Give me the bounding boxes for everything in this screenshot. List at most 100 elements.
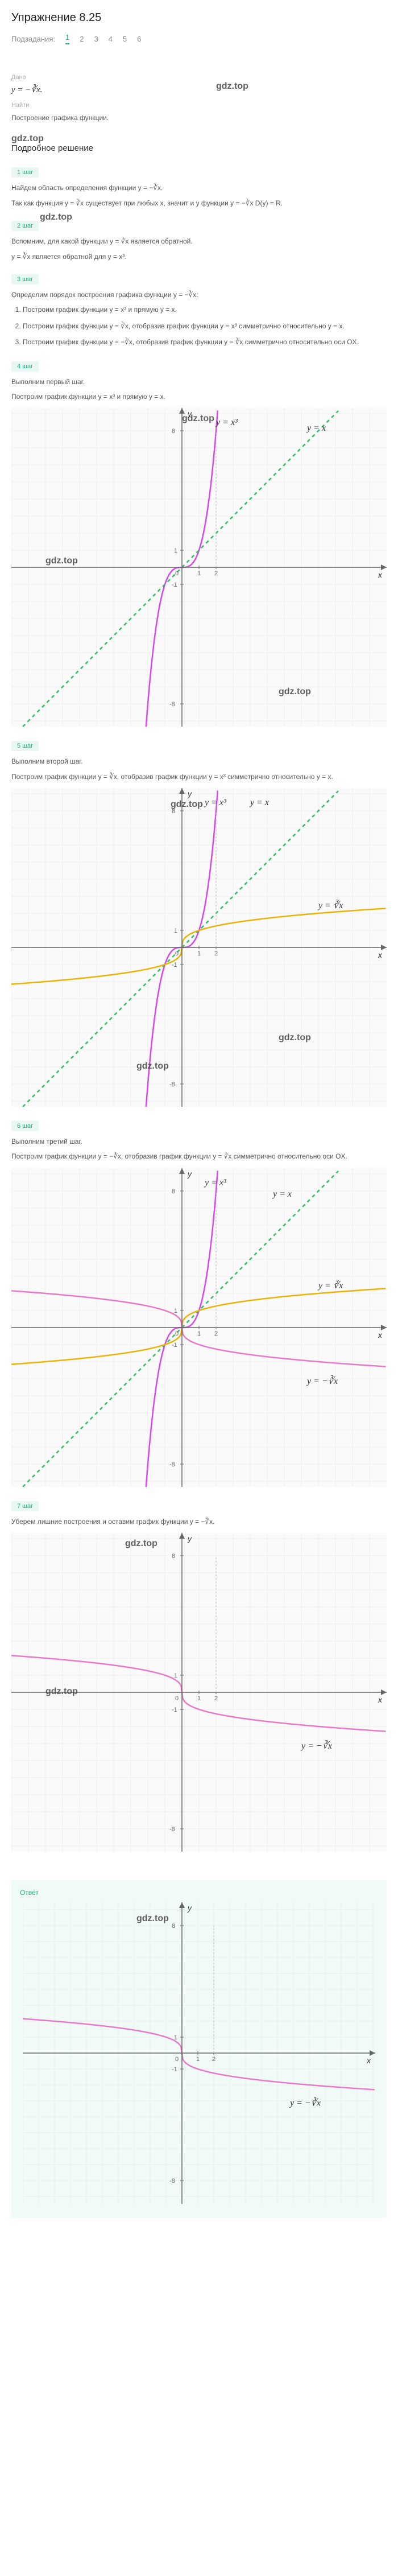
svg-text:y = −∛x: y = −∛x [300,1740,332,1751]
svg-text:y: y [187,1903,192,1913]
svg-text:8: 8 [172,808,175,815]
svg-text:8: 8 [172,1188,175,1195]
step-text: Определим порядок построения графика фун… [11,289,387,300]
svg-text:y = ∛x: y = ∛x [317,1280,343,1291]
subtask-5[interactable]: 5 [123,35,127,43]
svg-text:1: 1 [174,1308,177,1314]
watermark: gdz.top [216,81,248,92]
svg-text:-8: -8 [169,701,175,708]
svg-text:0: 0 [175,1695,179,1702]
svg-text:1: 1 [197,1695,201,1702]
step-badge-1: 1 шаг [11,167,39,178]
svg-text:1: 1 [174,1672,177,1679]
svg-text:-1: -1 [172,1342,177,1349]
chart-answer: yx01218-1-8y = −∛x gdz.top [23,1902,375,2204]
svg-text:-1: -1 [172,1707,177,1713]
step-badge-6: 6 шаг [11,1121,39,1131]
chart-2: yx01218-1-8y = x³y = xy = ∛x gdz.top gdz… [11,788,387,1107]
step-text: Уберем лишние построения и оставим графи… [11,1516,387,1527]
subtask-4[interactable]: 4 [109,35,113,43]
svg-text:-8: -8 [169,2178,175,2185]
svg-text:y: y [187,1534,192,1543]
svg-text:2: 2 [214,1695,218,1702]
svg-text:x: x [378,570,383,579]
subtasks-label: Подзадания: [11,35,55,43]
exercise-title: Упражнение 8.25 [11,11,387,24]
step-text: Найдем область определения функции y = −… [11,182,387,193]
step-text: y = ∛x является обратной для y = x³. [11,251,387,262]
step-text: Построим график функции y = −∛x, отобраз… [11,1151,387,1162]
subtasks-nav: Подзадания: 1 2 3 4 5 6 [11,33,387,44]
svg-text:y = ∛x: y = ∛x [317,900,343,910]
svg-text:0: 0 [175,570,179,577]
step-badge-4: 4 шаг [11,361,39,372]
svg-text:1: 1 [174,547,177,554]
svg-text:0: 0 [175,1330,179,1337]
subtask-1[interactable]: 1 [65,33,69,44]
svg-text:y = x: y = x [272,1189,292,1199]
svg-text:y = x³: y = x³ [204,798,226,807]
svg-text:0: 0 [175,950,179,957]
svg-text:y = −∛x: y = −∛x [306,1375,338,1386]
svg-text:2: 2 [214,1330,218,1337]
svg-text:-8: -8 [169,1081,175,1088]
svg-text:y: y [187,1169,192,1178]
svg-text:0: 0 [175,2056,179,2063]
svg-text:1: 1 [197,570,201,577]
svg-text:2: 2 [212,2056,215,2063]
svg-text:1: 1 [197,950,201,957]
svg-text:-8: -8 [169,1461,175,1468]
svg-text:-1: -1 [172,962,177,968]
chart-3: y x 0 1 2 1 8 -1 -8 y = x³ y = x y = ∛x y = −∛x [11,1168,387,1487]
given-formula: y = −∛x. [11,85,42,94]
step-badge-3: 3 шаг [11,274,39,285]
step-text: Построим график функции y = x³ и прямую … [11,391,387,402]
svg-text:2: 2 [214,950,218,957]
find-text: Построение графика функции. [11,112,387,123]
solution-title: Подробное решение [11,132,387,153]
watermark: gdz.top [40,212,72,222]
svg-text:y: y [187,409,192,418]
subtask-6[interactable]: 6 [137,35,141,43]
answer-box: Ответ yx01218-1-8y = −∛x gdz.top [11,1880,387,2218]
list-item: Построим график функции y = ∛x, отобрази… [23,320,387,332]
svg-text:-1: -1 [172,582,177,588]
chart-4: yx01218-1-8y = −∛x gdz.top gdz.top [11,1533,387,1852]
step-list: Построим график функции y = x³ и прямую … [11,304,387,348]
find-label: Найти [11,102,387,109]
chart-1: yx01218-1-8y = x³y = x gdz.top gdz.top g… [11,408,387,727]
step-text: Выполним первый шаг. [11,376,387,388]
svg-text:x: x [378,1695,383,1704]
svg-text:y: y [187,789,192,798]
step-text: Выполним третий шаг. [11,1136,387,1147]
step-badge-2: 2 шаг [11,221,39,231]
svg-text:x: x [378,1330,383,1339]
subtask-3[interactable]: 3 [94,35,98,43]
svg-text:y = x³: y = x³ [204,1178,226,1188]
step-text: Выполним второй шаг. [11,756,387,767]
svg-text:y = x: y = x [306,423,326,433]
svg-text:2: 2 [214,570,218,577]
step-badge-7: 7 шаг [11,1501,39,1511]
list-item: Построим график функции y = −∛x, отобраз… [23,336,387,348]
svg-text:1: 1 [196,2056,200,2063]
svg-text:-1: -1 [172,2066,177,2073]
svg-text:1: 1 [174,2034,177,2041]
svg-text:y = x: y = x [249,798,269,807]
svg-text:1: 1 [174,928,177,934]
svg-text:x: x [366,2056,371,2065]
given-label: Дано [11,74,387,81]
answer-label: Ответ [20,1889,378,1897]
svg-text:y = x³: y = x³ [215,418,238,427]
svg-text:1: 1 [197,1330,201,1337]
step-text: Вспомним, для какой функции y = ∛x являе… [11,236,387,247]
svg-text:8: 8 [172,1923,175,1930]
step-text: Построим график функции y = ∛x, отобрази… [11,771,387,782]
svg-text:-8: -8 [169,1826,175,1833]
step-badge-5: 5 шаг [11,741,39,751]
svg-text:x: x [378,950,383,959]
subtask-2[interactable]: 2 [80,35,84,43]
svg-text:y = −∛x: y = −∛x [289,2097,321,2108]
list-item: Построим график функции y = x³ и прямую … [23,304,387,315]
step-text: Так как функция y = ∛x существует при лю… [11,197,387,209]
